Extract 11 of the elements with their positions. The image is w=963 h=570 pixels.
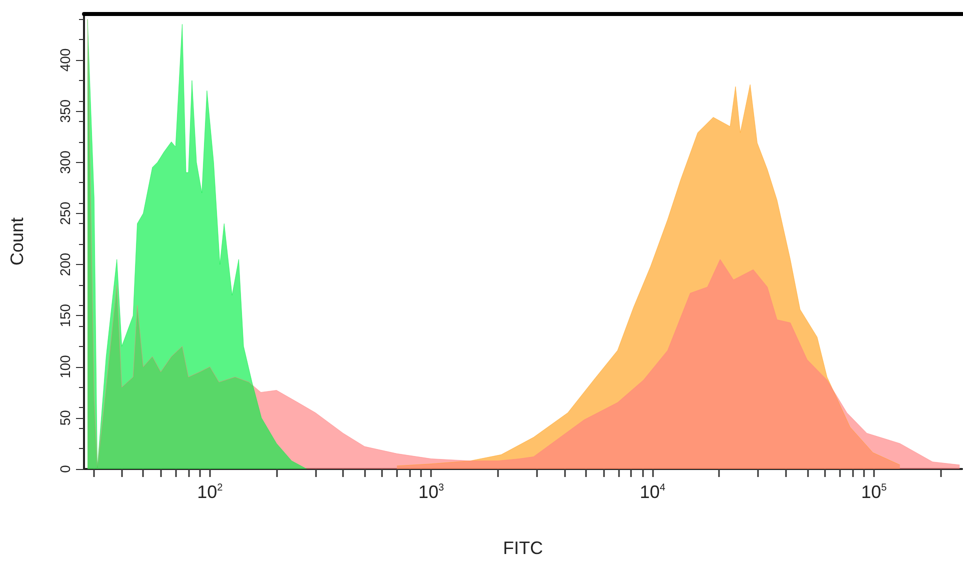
y-tick-label: 200: [57, 252, 73, 276]
y-tick-label: 250: [57, 201, 73, 226]
y-tick-label: 0: [57, 464, 73, 473]
y-axis-title: Count: [7, 217, 27, 266]
y-tick-label: 150: [57, 304, 73, 328]
y-tick-label: 50: [57, 410, 73, 426]
y-tick-label: 100: [57, 354, 73, 378]
y-tick-label: 400: [57, 48, 73, 72]
y-tick-label: 300: [57, 150, 73, 174]
x-axis-title: FITC: [503, 538, 543, 558]
y-tick-label: 350: [57, 99, 73, 123]
